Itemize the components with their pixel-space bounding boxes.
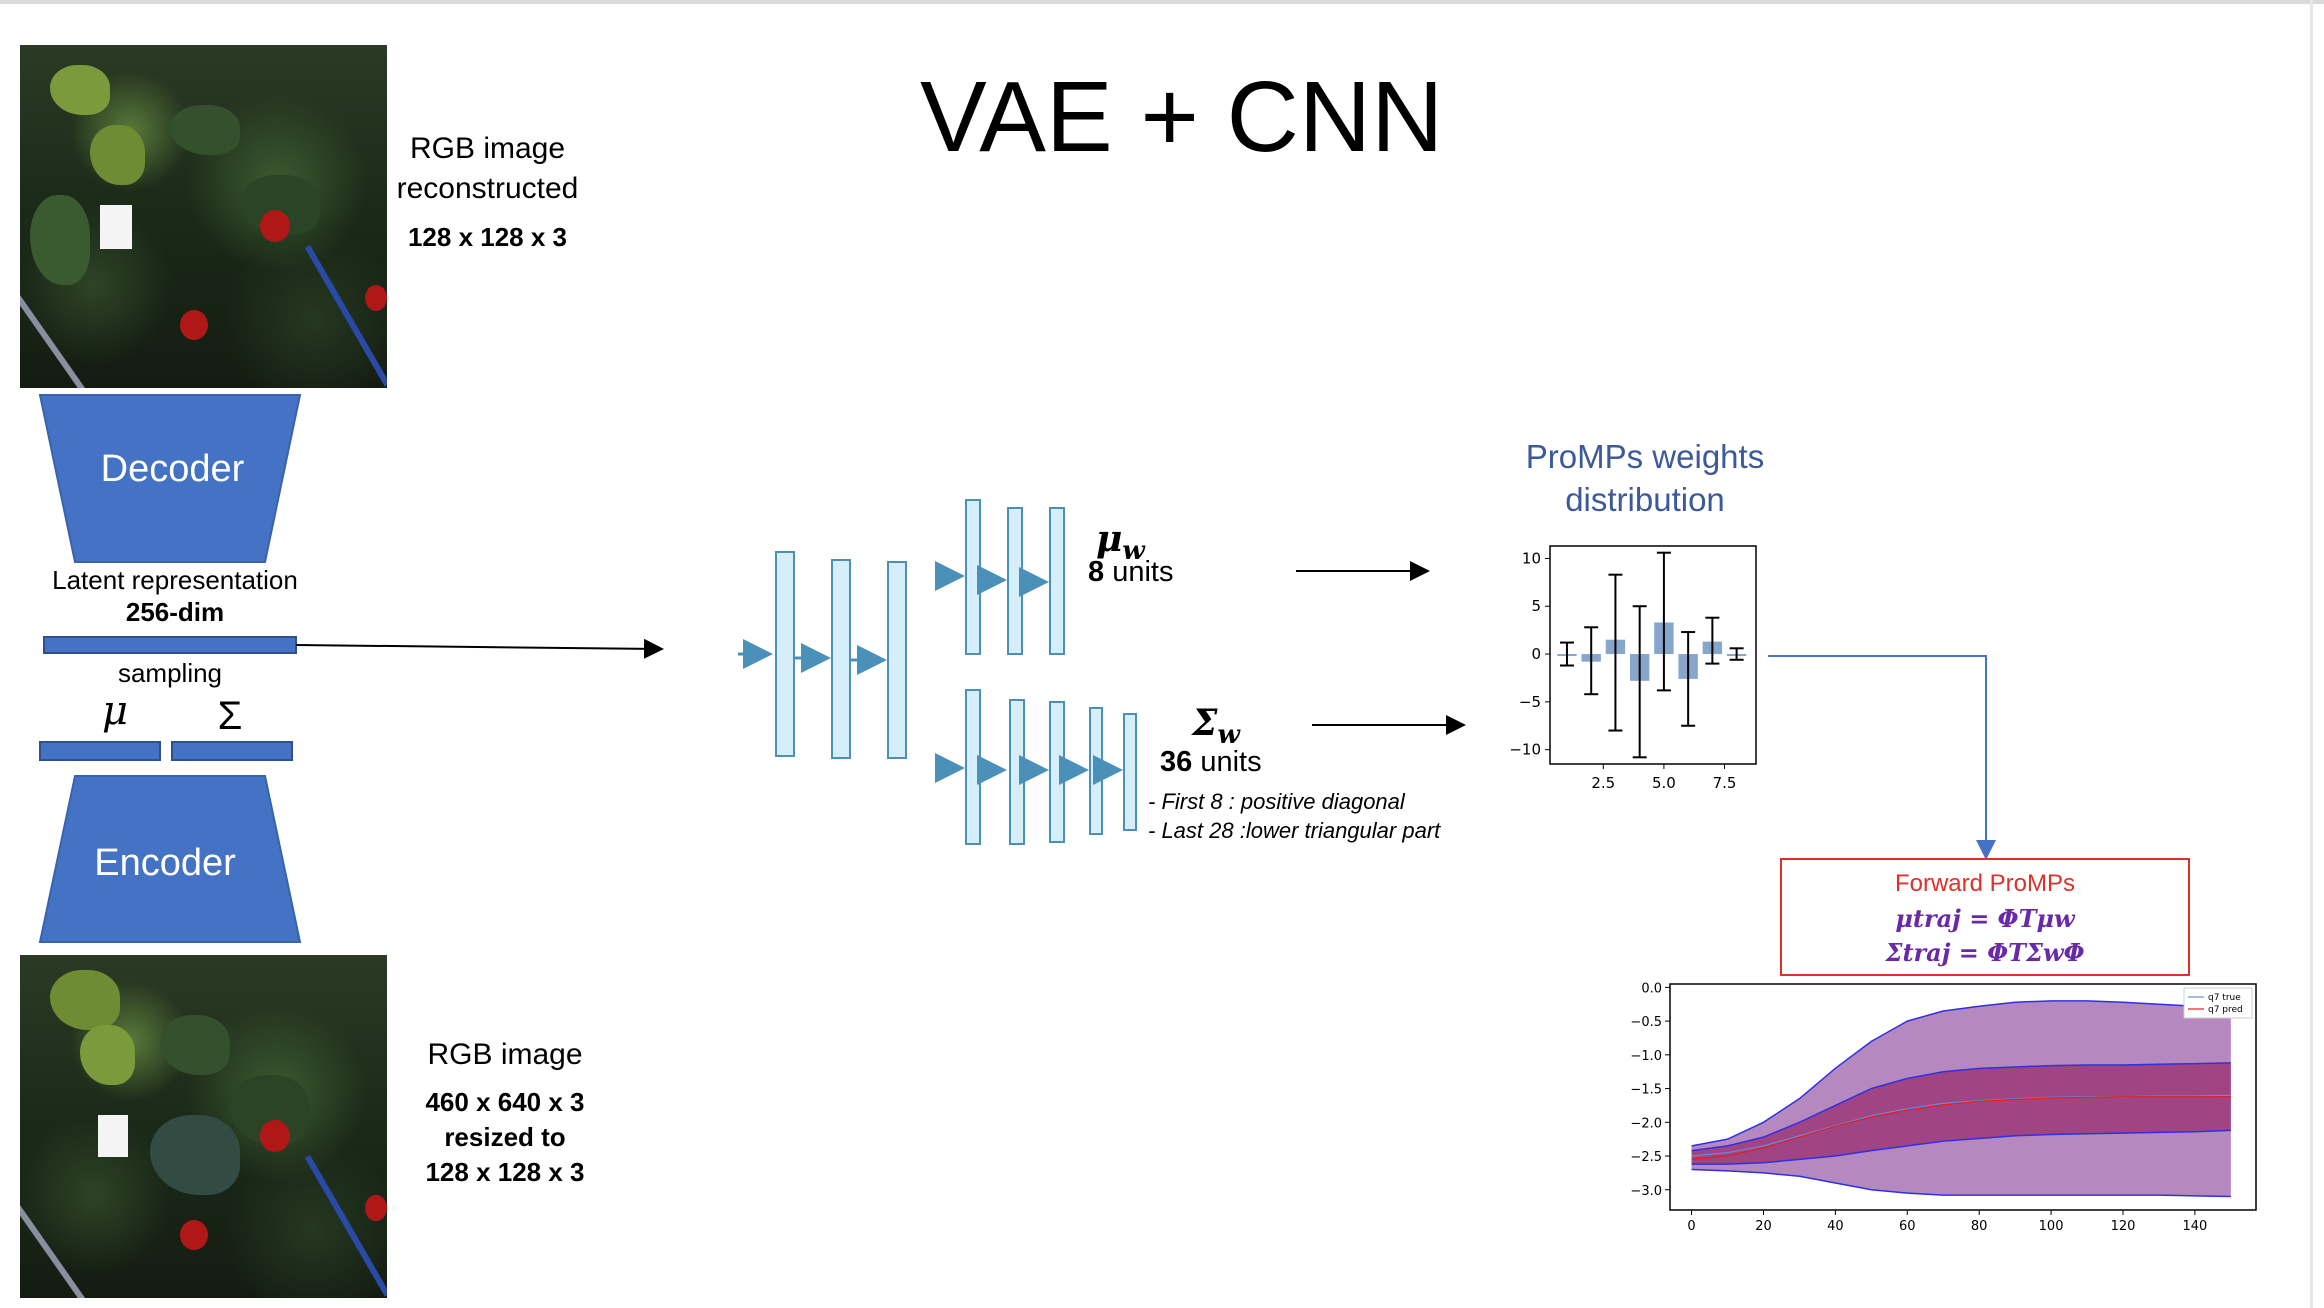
forward-eq-sigma: Σtraj = ΦTΣwΦ bbox=[1885, 938, 2085, 967]
weights-ytick-label: 5 bbox=[1531, 597, 1541, 615]
traj-xtick-label: 100 bbox=[2039, 1219, 2064, 1234]
traj-outer-upper-edge bbox=[1691, 1000, 2231, 1147]
traj-xtick-label: 0 bbox=[1687, 1219, 1695, 1234]
traj-ytick-label: 0.0 bbox=[1641, 981, 1662, 996]
latent-dim: 256-dim bbox=[125, 597, 225, 627]
weights-xtick-label: 7.5 bbox=[1713, 774, 1737, 792]
bottom-image-caption: RGB image bbox=[427, 1038, 583, 1071]
cnn-layer-1 bbox=[775, 551, 795, 757]
traj-xtick-label: 80 bbox=[1971, 1219, 1988, 1234]
slide-title: VAE + CNN bbox=[920, 61, 1444, 173]
traj-inner-upper-edge bbox=[1691, 1062, 2231, 1152]
sigma-layer-2 bbox=[1009, 699, 1025, 845]
weights-ytick-label: 0 bbox=[1531, 645, 1541, 663]
sigma-head-units: 36 units bbox=[1160, 746, 1262, 778]
weights-xtick-label: 5.0 bbox=[1652, 774, 1676, 792]
traj-xtick-label: 40 bbox=[1827, 1219, 1844, 1234]
encoder-block bbox=[38, 775, 302, 943]
traj-ytick-label: −0.5 bbox=[1630, 1015, 1662, 1030]
mu-layer-2 bbox=[1007, 507, 1023, 655]
bottom-image-size-line1: 460 x 640 x 3 bbox=[425, 1087, 585, 1117]
top-border bbox=[0, 0, 2324, 4]
decoder-block bbox=[38, 394, 302, 563]
sigma-layer-3 bbox=[1049, 701, 1065, 843]
traj-xtick-label: 140 bbox=[2182, 1219, 2207, 1234]
right-border bbox=[2310, 0, 2313, 1308]
traj-xtick-label: 60 bbox=[1899, 1219, 1916, 1234]
mu-head-units: 8 units bbox=[1088, 556, 1174, 588]
vae-block-svg bbox=[38, 394, 302, 943]
bottom-image-size-line2: resized to bbox=[444, 1122, 566, 1152]
sigma-head-symbol: Σw bbox=[1192, 702, 1240, 751]
mu-layer-3 bbox=[1049, 507, 1065, 655]
forward-promps-box bbox=[1780, 858, 2190, 976]
encoder-label: Encoder bbox=[94, 842, 236, 884]
top-image-caption-line1: RGB image bbox=[409, 132, 566, 165]
latent-label: Latent representation bbox=[52, 565, 298, 595]
weights-ytick-label: 10 bbox=[1522, 549, 1541, 567]
traj-legend-label: q7 pred bbox=[2208, 1005, 2243, 1015]
traj-ytick-label: −1.0 bbox=[1630, 1049, 1662, 1064]
sampling-label: sampling bbox=[117, 658, 223, 688]
sigma-note-2: - Last 28 :lower triangular part bbox=[1148, 818, 1441, 843]
traj-xtick-label: 120 bbox=[2111, 1219, 2136, 1234]
cnn-layer-3 bbox=[887, 561, 907, 759]
sigma-symbol: Σ bbox=[217, 694, 243, 738]
top-image-caption-line2: reconstructed bbox=[396, 172, 579, 205]
traj-inner-lower-edge bbox=[1691, 1129, 2231, 1165]
traj-ytick-label: −2.0 bbox=[1630, 1116, 1662, 1131]
sigma-layer-5 bbox=[1123, 713, 1137, 831]
weights-ytick-label: −5 bbox=[1519, 693, 1541, 711]
latent-to-cnn-arrow bbox=[295, 638, 664, 659]
forward-title: Forward ProMPs bbox=[1894, 870, 2076, 897]
trajectory-chart: 0.0 −0.5 −1.0 −1.5 −2.0 −2.5 −3.0 0 20 40 60 80 100 1… bbox=[1630, 981, 2257, 1234]
promps-title-line2: distribution bbox=[1565, 481, 1725, 518]
decoder-label: Decoder bbox=[100, 448, 245, 490]
traj-series-line bbox=[1691, 1096, 2231, 1161]
traj-legend bbox=[2183, 987, 2253, 1019]
traj-xtick-label: 20 bbox=[1755, 1219, 1772, 1234]
traj-ytick-label: −3.0 bbox=[1630, 1184, 1662, 1199]
traj-ytick-label: −1.5 bbox=[1630, 1083, 1662, 1098]
input-rgb-image bbox=[20, 955, 387, 1298]
traj-inner-band bbox=[1691, 1062, 2231, 1165]
promps-to-forward-connector bbox=[1768, 655, 1996, 860]
promps-title-line1: ProMPs weights bbox=[1525, 438, 1765, 475]
weights-ytick-label: −10 bbox=[1509, 741, 1541, 759]
traj-ytick-label: −2.5 bbox=[1630, 1150, 1662, 1165]
sigma-note-1: - First 8 : positive diagonal bbox=[1148, 789, 1405, 814]
cnn-layer-2 bbox=[831, 559, 851, 759]
sigma-bar bbox=[171, 741, 293, 761]
top-image-size: 128 x 128 x 3 bbox=[407, 222, 568, 252]
traj-outer-lower-edge bbox=[1691, 1168, 2231, 1198]
reconstructed-rgb-image bbox=[20, 45, 387, 388]
mu-head-symbol: μw bbox=[1096, 518, 1145, 567]
bottom-image-size-line3: 128 x 128 x 3 bbox=[425, 1157, 585, 1187]
traj-legend-label: q7 true bbox=[2208, 993, 2241, 1003]
weights-axes-frame bbox=[1549, 545, 1757, 765]
weights-chart: 10 5 0 −5 −10 2.5 5.0 7.5 bbox=[1509, 545, 1757, 792]
mu-layer-1 bbox=[965, 499, 981, 655]
sigma-layer-1 bbox=[965, 689, 981, 845]
weights-xtick-label: 2.5 bbox=[1591, 774, 1615, 792]
mu-symbol: μ bbox=[102, 688, 128, 734]
forward-eq-mu: μtraj = ΦTμw bbox=[1895, 904, 2075, 933]
sigma-layer-4 bbox=[1089, 707, 1103, 835]
mu-bar bbox=[39, 741, 161, 761]
